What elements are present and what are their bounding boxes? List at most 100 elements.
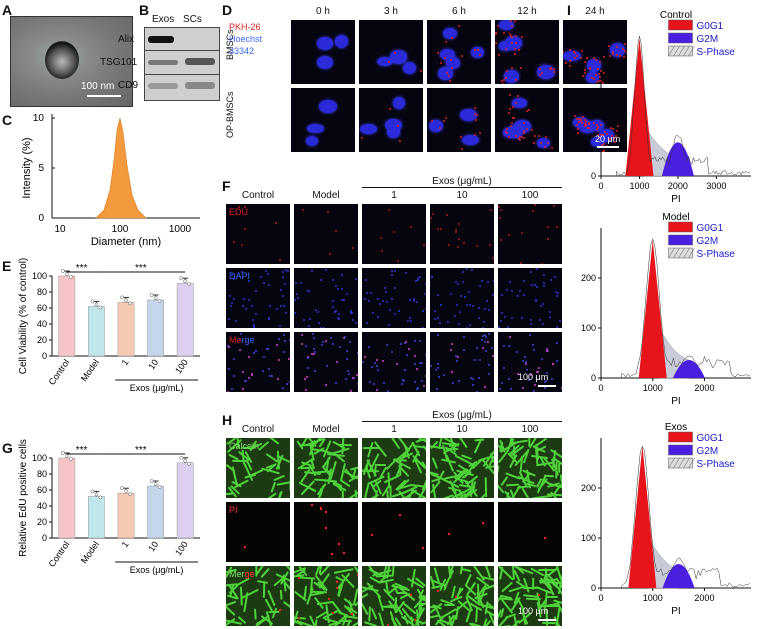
h-micrograph [294, 438, 358, 498]
f-col-label: 100 [521, 190, 539, 201]
y-tick-label: 60 [37, 303, 47, 313]
h-scale-bar-label: 100 μm [518, 606, 549, 616]
panel-label-b: B [139, 2, 150, 18]
d-stain-33342: 33342 [229, 46, 255, 56]
legend-label-g2m: G2M [697, 446, 719, 457]
d-scale-bar [597, 146, 619, 148]
bar [58, 457, 76, 539]
panel-label-h: H [222, 412, 233, 428]
legend-hatch [668, 247, 675, 259]
category-label: Model [79, 539, 101, 565]
f-micrograph [294, 268, 358, 328]
c-ytick-5: 5 [38, 163, 44, 174]
f-micrograph [362, 204, 426, 264]
panel-label-c: C [2, 112, 13, 128]
f-micrograph [226, 332, 290, 392]
legend-hatch [688, 247, 695, 259]
d-time-label: 0 h [316, 6, 330, 17]
legend-swatch-g0g1 [668, 431, 693, 443]
legend-hatch [668, 45, 675, 57]
category-label: 10 [146, 357, 160, 371]
c-distribution-peak [95, 117, 147, 219]
y-tick-label: 0 [42, 351, 47, 361]
legend-hatch [688, 45, 695, 57]
data-point [90, 299, 95, 304]
d-time-label: 6 h [452, 6, 466, 17]
g0g1-peak [628, 445, 657, 588]
data-point [94, 302, 99, 307]
f-micrograph [294, 204, 358, 264]
d-micrograph [291, 20, 355, 84]
f-micrograph [430, 204, 494, 264]
panel-label-f: F [222, 178, 231, 194]
legend-label-sphase: S-Phase [697, 47, 736, 58]
f-col-label: 10 [456, 190, 468, 201]
histogram-title: Model [662, 212, 689, 223]
size-distribution-chart: 0 5 10 10 100 1000 Diameter (nm) Intensi… [21, 113, 200, 248]
y-tick-label: 0 [591, 373, 596, 383]
d-micrograph [563, 88, 627, 152]
data-point [120, 295, 124, 300]
sig-label: *** [135, 445, 147, 456]
histogram-title: Control [660, 10, 692, 21]
legend-label-g0g1: G0G1 [697, 433, 724, 444]
h-col-label: 10 [456, 424, 468, 435]
x-tick-label: 1000 [643, 593, 663, 603]
y-tick-label: 0 [591, 171, 596, 181]
data-point [157, 299, 162, 303]
h-micrograph [226, 438, 290, 498]
h-micrograph [430, 566, 494, 626]
d-scale-bar-label: 20 μm [595, 134, 621, 144]
sig-label: *** [135, 263, 147, 274]
f-row-label-1: EDU [229, 207, 249, 217]
sig-label: *** [76, 263, 88, 274]
x-tick-label: 0 [598, 593, 603, 603]
x-tick-label: 1000 [629, 181, 649, 191]
f-micrograph [226, 204, 290, 264]
c-xlabel: Diameter (nm) [91, 236, 161, 248]
y-tick-label: 200 [581, 483, 596, 493]
data-point [98, 495, 103, 500]
h-col-label: 100 [521, 424, 539, 435]
d-micrograph [359, 20, 423, 84]
data-point [60, 451, 65, 455]
g0g1-peak [625, 38, 654, 176]
h-micrograph [226, 502, 290, 562]
h-micrograph [362, 566, 426, 626]
category-label: Control [47, 357, 72, 387]
tem-scale-bar-label: 100 nm [81, 81, 115, 92]
x-tick-label: 0 [598, 181, 603, 191]
data-point [179, 276, 184, 281]
bar [147, 299, 164, 357]
legend-swatch-sphase [668, 247, 693, 259]
y-tick-label: 80 [37, 287, 47, 297]
y-tick-label: 100 [32, 271, 47, 281]
f-micrograph [362, 332, 426, 392]
h-micrograph [498, 438, 562, 498]
g0g1-peak [638, 240, 667, 378]
data-point [128, 492, 132, 497]
d-row-op-bmscs: OP-BMSCs [225, 91, 235, 138]
d-micrograph [495, 20, 559, 84]
legend-swatch-g0g1 [668, 221, 693, 233]
data-point [149, 293, 154, 297]
category-label: 100 [173, 539, 190, 557]
group-label: Exos (μg/mL) [130, 565, 184, 575]
y-tick-label: 0 [42, 533, 47, 543]
f-header: Exos (μg/mL) [432, 176, 492, 187]
d-stain-hoechst: Hoechst [229, 34, 263, 44]
bar [58, 275, 76, 357]
data-point [64, 454, 69, 458]
wb-col-scs: SCs [183, 14, 202, 25]
c-xtick-100: 100 [112, 224, 129, 235]
category-label: Model [79, 357, 101, 383]
x-tick-label: 2000 [694, 593, 714, 603]
category-label: 1 [120, 539, 131, 549]
data-point [149, 479, 154, 483]
c-ytick-0: 0 [38, 213, 44, 224]
f-row-label-merge: Merge [229, 335, 255, 345]
legend-swatch-sphase [668, 457, 693, 469]
legend-label-g2m: G2M [697, 236, 719, 247]
